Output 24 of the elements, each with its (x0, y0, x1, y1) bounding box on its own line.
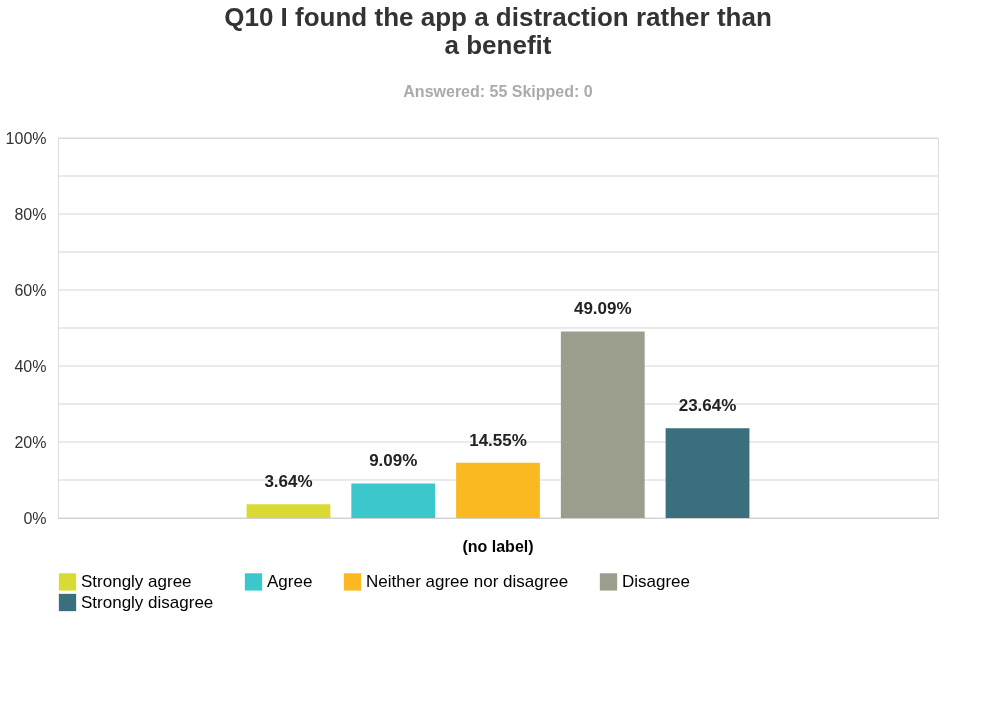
bar (560, 331, 645, 518)
legend-label: Neither agree nor disagree (366, 571, 569, 591)
legend-label: Strongly agree (81, 571, 192, 591)
bar (351, 483, 436, 518)
chart-title: Q10 I found the app a distraction rather than a benefit (224, 2, 772, 60)
legend-label: Agree (267, 571, 313, 591)
chart-subtitle: Answered: 55 Skipped: 0 (403, 83, 593, 100)
y-tick-label: 100% (5, 129, 47, 147)
text: 9.09% (369, 451, 418, 471)
text: 3.64% (264, 472, 313, 492)
y-tick-label: 80% (14, 205, 47, 223)
legend-label: Disagree (622, 571, 691, 591)
y-tick-label: 60% (14, 281, 47, 299)
y-tick-label: 20% (14, 433, 47, 451)
x-tick-label: (no label) (462, 537, 534, 555)
text: 14.55% (469, 430, 527, 450)
bar (246, 504, 331, 518)
y-tick-label: 0% (23, 509, 47, 527)
y-tick-label: 40% (14, 357, 47, 375)
bar (456, 462, 540, 518)
text: 49.09% (573, 299, 632, 319)
text: 23.64% (678, 396, 737, 416)
bar (665, 428, 750, 518)
legend-label: Strongly disagree (81, 592, 214, 612)
